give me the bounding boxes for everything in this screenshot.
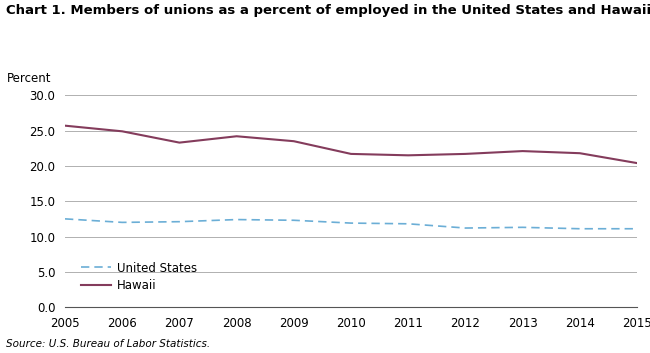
- United States: [519, 225, 526, 229]
- Line: United States: United States: [65, 219, 637, 229]
- Hawaii: [519, 149, 526, 153]
- Text: Source: U.S. Bureau of Labor Statistics.: Source: U.S. Bureau of Labor Statistics.: [6, 340, 211, 349]
- United States: [61, 217, 69, 221]
- Hawaii: [233, 134, 240, 138]
- United States: [347, 221, 355, 225]
- Hawaii: [118, 129, 126, 133]
- Legend: United States, Hawaii: United States, Hawaii: [77, 257, 202, 297]
- United States: [462, 226, 469, 230]
- Hawaii: [462, 152, 469, 156]
- United States: [176, 220, 183, 224]
- United States: [290, 218, 298, 222]
- Hawaii: [347, 152, 355, 156]
- United States: [576, 227, 584, 231]
- Hawaii: [61, 124, 69, 128]
- Hawaii: [404, 153, 412, 157]
- Text: Percent: Percent: [6, 72, 51, 85]
- United States: [118, 220, 126, 225]
- United States: [633, 227, 641, 231]
- Hawaii: [176, 140, 183, 145]
- Hawaii: [633, 161, 641, 165]
- United States: [404, 222, 412, 226]
- Hawaii: [576, 151, 584, 155]
- Hawaii: [290, 139, 298, 143]
- United States: [233, 217, 240, 222]
- Line: Hawaii: Hawaii: [65, 126, 637, 163]
- Text: Chart 1. Members of unions as a percent of employed in the United States and Haw: Chart 1. Members of unions as a percent …: [6, 4, 650, 17]
